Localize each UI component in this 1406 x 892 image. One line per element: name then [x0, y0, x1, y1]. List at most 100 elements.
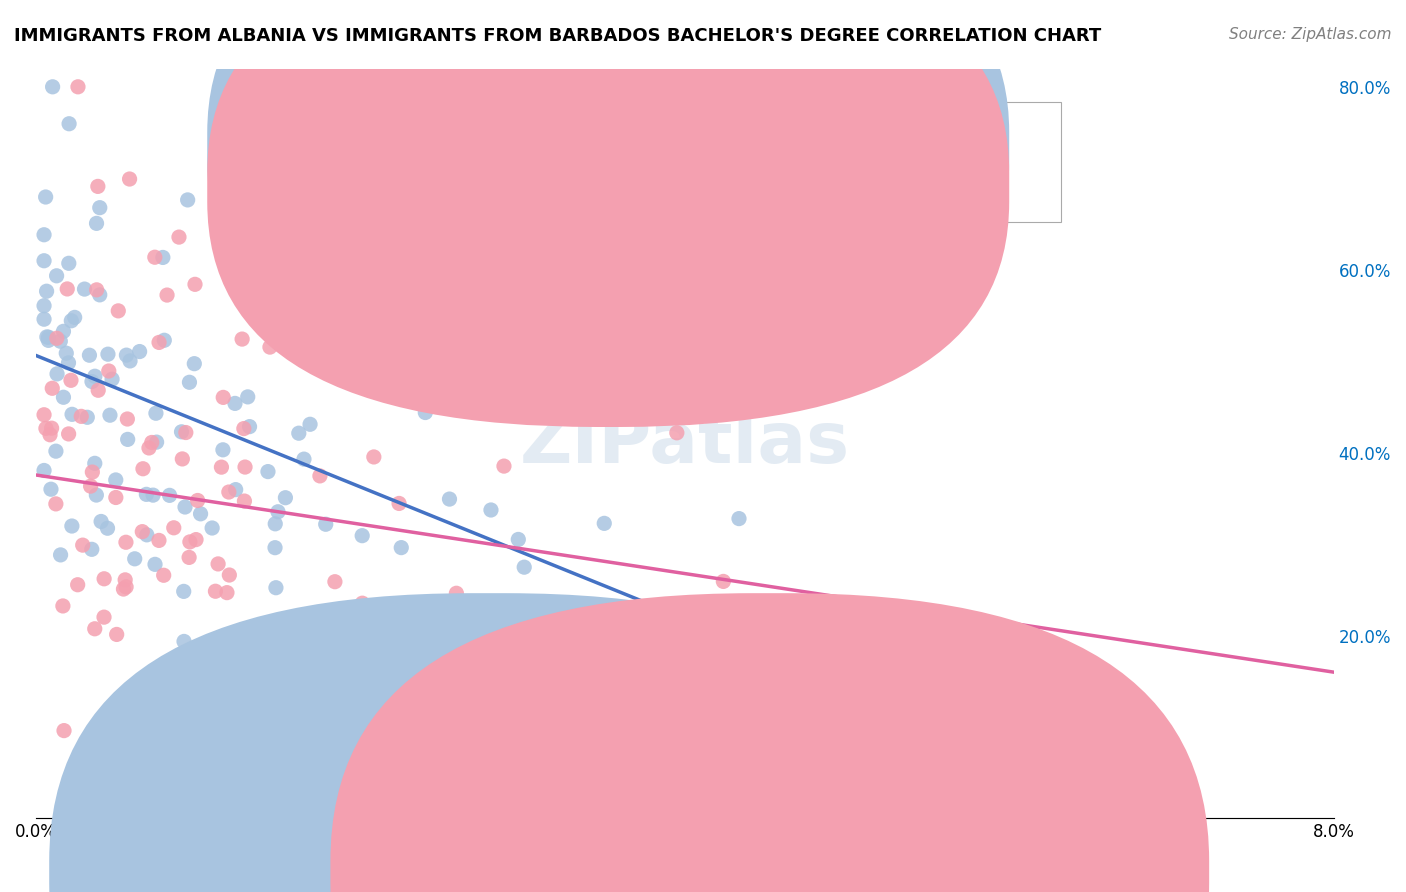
Immigrants from Albania: [236, 390, 259, 404]
Immigrants from Barbados: [52, 599, 75, 613]
Immigrants from Barbados: [492, 459, 515, 474]
Immigrants from Barbados: [138, 441, 160, 455]
Immigrants from Barbados: [66, 79, 89, 94]
Immigrants from Albania: [60, 408, 83, 422]
Text: R =: R =: [627, 176, 662, 194]
Immigrants from Barbados: [325, 666, 347, 681]
Immigrants from Albania: [76, 410, 98, 425]
Immigrants from Barbados: [53, 723, 76, 738]
Immigrants from Albania: [97, 347, 120, 361]
Immigrants from Albania: [32, 299, 55, 313]
Immigrants from Albania: [37, 334, 59, 348]
Immigrants from Barbados: [188, 656, 211, 670]
Immigrants from Albania: [415, 405, 437, 419]
Immigrants from Barbados: [70, 409, 93, 424]
Immigrants from Barbados: [104, 491, 127, 505]
Immigrants from Barbados: [184, 277, 207, 292]
Immigrants from Barbados: [115, 580, 138, 594]
FancyBboxPatch shape: [207, 0, 1010, 387]
Immigrants from Barbados: [231, 332, 253, 346]
Immigrants from Albania: [45, 444, 67, 458]
Immigrants from Albania: [174, 500, 197, 514]
Immigrants from Albania: [508, 533, 530, 547]
Immigrants from Albania: [58, 117, 80, 131]
Immigrants from Barbados: [117, 412, 139, 426]
Immigrants from Barbados: [233, 494, 256, 508]
Immigrants from Albania: [117, 433, 139, 447]
Immigrants from Albania: [267, 505, 290, 519]
Immigrants from Barbados: [167, 230, 190, 244]
Immigrants from Albania: [264, 516, 287, 531]
Immigrants from Albania: [35, 330, 58, 344]
Immigrants from Barbados: [155, 720, 177, 734]
Immigrants from Barbados: [132, 461, 155, 475]
Immigrants from Barbados: [56, 282, 79, 296]
Immigrants from Albania: [593, 516, 616, 531]
Immigrants from Albania: [124, 551, 146, 566]
Immigrants from Barbados: [179, 534, 201, 549]
Immigrants from Albania: [159, 488, 181, 502]
Immigrants from Albania: [83, 369, 105, 384]
Immigrants from Barbados: [233, 460, 256, 475]
Immigrants from Albania: [264, 581, 287, 595]
Immigrants from Albania: [225, 483, 247, 497]
Immigrants from Barbados: [148, 533, 170, 548]
Immigrants from Albania: [39, 482, 62, 496]
Immigrants from Barbados: [363, 450, 385, 464]
Text: Immigrants from Barbados: Immigrants from Barbados: [794, 863, 1018, 881]
Text: Source: ZipAtlas.com: Source: ZipAtlas.com: [1229, 27, 1392, 42]
Immigrants from Albania: [152, 251, 174, 265]
Immigrants from Albania: [32, 463, 55, 477]
Immigrants from Barbados: [93, 572, 115, 586]
Immigrants from Albania: [257, 465, 280, 479]
Immigrants from Barbados: [218, 568, 240, 582]
Immigrants from Barbados: [39, 427, 62, 442]
Immigrants from Albania: [89, 201, 111, 215]
Immigrants from Albania: [142, 488, 165, 502]
Immigrants from Barbados: [209, 460, 232, 475]
Immigrants from Albania: [153, 333, 176, 347]
Immigrants from Albania: [201, 521, 224, 535]
Immigrants from Albania: [101, 372, 124, 386]
Immigrants from Barbados: [32, 408, 55, 422]
Immigrants from Albania: [83, 456, 105, 470]
Immigrants from Barbados: [446, 586, 468, 600]
Immigrants from Albania: [115, 348, 138, 362]
Text: N =: N =: [782, 176, 830, 194]
Immigrants from Albania: [86, 216, 108, 230]
Immigrants from Barbados: [242, 701, 264, 715]
Immigrants from Albania: [179, 376, 201, 390]
Immigrants from Albania: [288, 426, 311, 441]
Immigrants from Barbados: [59, 373, 82, 387]
Immigrants from Barbados: [118, 172, 141, 186]
Immigrants from Albania: [439, 491, 461, 506]
Immigrants from Barbados: [332, 747, 354, 761]
Immigrants from Albania: [80, 542, 103, 557]
Immigrants from Barbados: [207, 557, 229, 571]
Immigrants from Barbados: [112, 582, 135, 596]
Immigrants from Barbados: [388, 496, 411, 510]
Immigrants from Albania: [311, 362, 333, 376]
Immigrants from Barbados: [41, 421, 63, 435]
Immigrants from Barbados: [309, 469, 332, 483]
Immigrants from Albania: [143, 558, 166, 572]
Immigrants from Barbados: [115, 535, 138, 549]
Immigrants from Barbados: [163, 521, 186, 535]
Immigrants from Albania: [118, 354, 141, 368]
Immigrants from Barbados: [143, 250, 166, 264]
Immigrants from Barbados: [105, 627, 128, 641]
Immigrants from Albania: [98, 408, 121, 422]
Text: IMMIGRANTS FROM ALBANIA VS IMMIGRANTS FROM BARBADOS BACHELOR'S DEGREE CORRELATIO: IMMIGRANTS FROM ALBANIA VS IMMIGRANTS FR…: [14, 27, 1101, 45]
Immigrants from Albania: [128, 344, 150, 359]
Text: 98: 98: [846, 135, 870, 153]
Immigrants from Barbados: [156, 288, 179, 302]
Immigrants from Barbados: [111, 765, 134, 780]
Immigrants from Barbados: [204, 584, 226, 599]
Immigrants from Barbados: [82, 465, 104, 479]
Immigrants from Albania: [513, 560, 536, 574]
Text: N =: N =: [782, 135, 830, 153]
Immigrants from Albania: [60, 314, 83, 328]
Immigrants from Barbados: [259, 340, 281, 354]
Immigrants from Albania: [79, 348, 101, 362]
Immigrants from Albania: [228, 210, 250, 224]
